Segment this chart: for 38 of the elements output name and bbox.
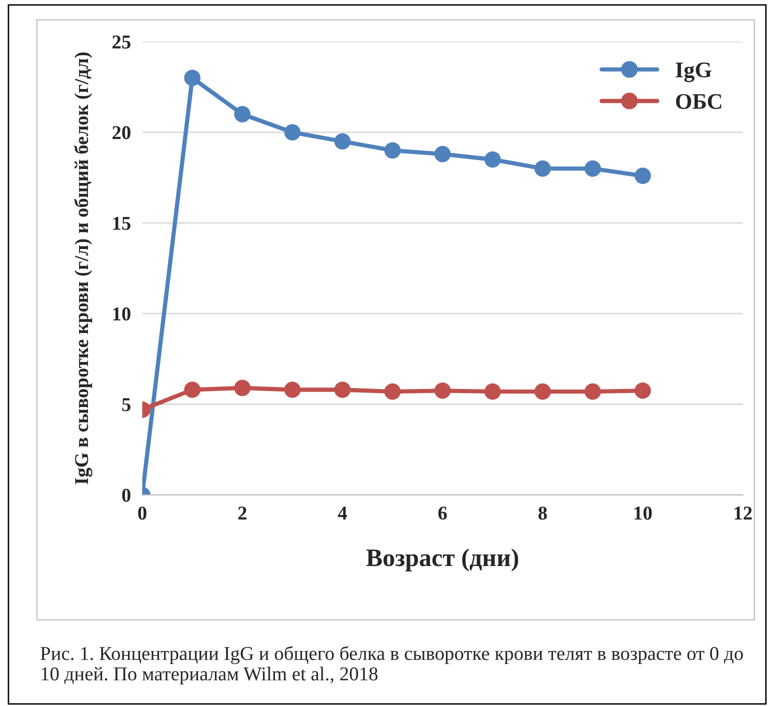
x-tick-label: 0 bbox=[138, 506, 146, 520]
point bbox=[534, 383, 551, 400]
point bbox=[634, 168, 651, 184]
point bbox=[234, 380, 251, 396]
point bbox=[384, 142, 401, 159]
point bbox=[484, 383, 501, 400]
point bbox=[584, 160, 601, 177]
point bbox=[234, 106, 251, 122]
legend-label: IgG bbox=[676, 62, 712, 82]
x-tick-label: 12 bbox=[734, 506, 752, 520]
point bbox=[284, 124, 301, 140]
x-axis-title: Возраст (дни) bbox=[366, 548, 518, 572]
point bbox=[484, 151, 501, 168]
x-tick-label: 2 bbox=[238, 506, 246, 520]
point bbox=[334, 382, 351, 398]
y-tick-label: 5 bbox=[122, 398, 130, 412]
y-tick-label: 0 bbox=[122, 488, 130, 502]
point bbox=[434, 146, 451, 162]
y-tick-label: 15 bbox=[113, 216, 130, 230]
x-tick-label: 4 bbox=[338, 506, 347, 520]
point bbox=[184, 382, 200, 398]
point bbox=[534, 160, 551, 177]
x-tick-label: 8 bbox=[538, 506, 547, 520]
point bbox=[384, 383, 401, 400]
y-tick-label: 25 bbox=[112, 36, 130, 49]
point bbox=[584, 383, 601, 400]
point bbox=[184, 70, 200, 86]
x-tick-label: 10 bbox=[634, 506, 652, 520]
point bbox=[634, 382, 651, 399]
x-tick-label: 6 bbox=[438, 506, 447, 520]
y-axis-title: IgG в сыворотке крови (г/л) и общий белок (г/дл) bbox=[74, 52, 92, 484]
point bbox=[334, 133, 351, 150]
point bbox=[284, 382, 301, 398]
point bbox=[434, 382, 451, 399]
legend-label: ОБС bbox=[676, 94, 722, 109]
y-tick-label: 20 bbox=[112, 126, 130, 140]
text: Рис. 1. Концентрации IgG и общего белка в сыворотке крови телят в возрасте от 0 до 10 дней. По материалам Wilm et al., 2018 bbox=[40, 646, 743, 684]
y-tick-label: 10 bbox=[113, 307, 130, 321]
